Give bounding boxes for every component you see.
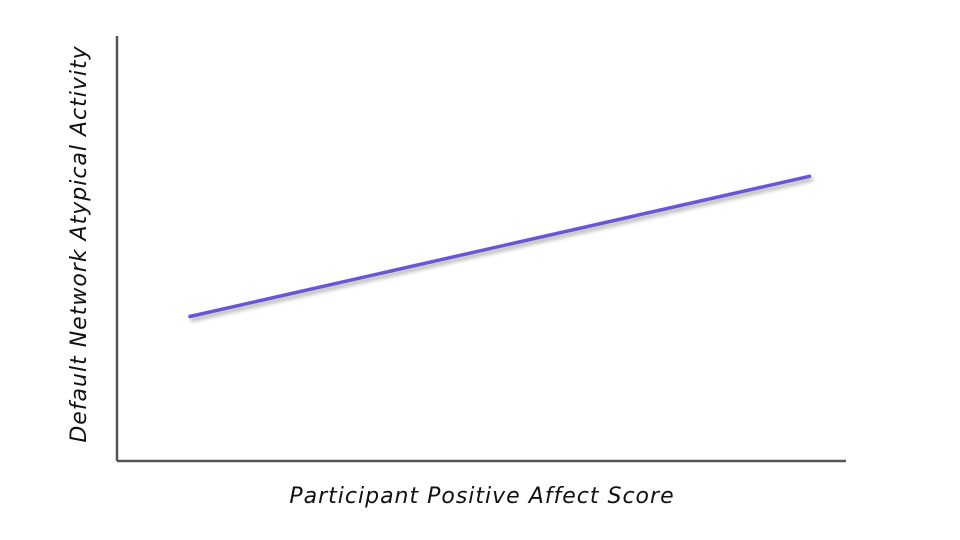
series-layer — [188, 174, 812, 319]
x-axis-label: Participant Positive Affect Score — [289, 484, 674, 509]
y-axis-label: Default Network Atypical Activity — [67, 45, 92, 442]
series-line-1 — [188, 174, 812, 319]
